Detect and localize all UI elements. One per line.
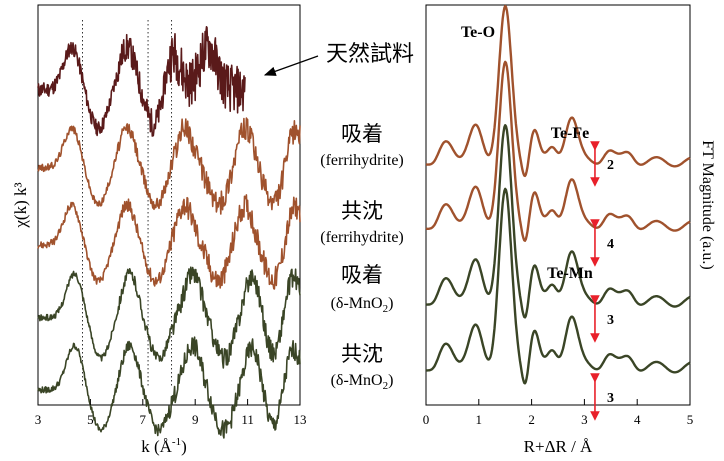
ft-x-tick-label: 3 bbox=[581, 412, 588, 427]
adsorbed-ferrihydrite-label: 吸着 bbox=[341, 122, 383, 146]
ft-plot-frame bbox=[425, 4, 691, 406]
ft-x-tick-label: 5 bbox=[687, 412, 694, 427]
sample-labels: 天然試料 吸着 (ferrihydrite) 共沈 (ferrihydrite)… bbox=[320, 42, 414, 392]
ft-series-line bbox=[425, 124, 691, 319]
exafs-x-axis-label: k (Å-1) bbox=[141, 436, 187, 456]
exafs-y-axis-label: χ(k) k³ bbox=[11, 182, 30, 228]
coordination-number-label: 4 bbox=[607, 237, 614, 252]
ft-series-line bbox=[425, 4, 691, 178]
ft-x-tick-label: 4 bbox=[634, 412, 641, 427]
exafs-curves bbox=[37, 26, 301, 439]
exafs-x-tick-label: 3 bbox=[35, 412, 42, 427]
exafs-x-tick-label: 5 bbox=[87, 412, 94, 427]
ft-series-line bbox=[425, 187, 691, 385]
ft-x-ticks: 0 1 2 3 4 5 bbox=[423, 399, 694, 427]
exafs-x-tick-label: 11 bbox=[241, 412, 254, 427]
coprecipitated-mno2-label: 共沈 bbox=[341, 342, 383, 366]
coordination-number-label: 3 bbox=[607, 391, 614, 406]
exafs-series-line bbox=[37, 336, 301, 439]
exafs-x-tick-label: 7 bbox=[140, 412, 147, 427]
exafs-panel: 3 5 7 9 11 13 k (Å-1) χ(k) k³ bbox=[11, 4, 319, 456]
ft-series-line bbox=[425, 60, 691, 242]
ft-peak-label-te-o: Te-O bbox=[461, 24, 495, 41]
coprecipitated-mno2-sub: (δ-MnO2) bbox=[331, 372, 394, 392]
coprecipitated-ferrihydrite-sub: (ferrihydrite) bbox=[320, 229, 404, 246]
exafs-series-line bbox=[37, 194, 301, 290]
ft-peak-label-te-fe: Te-Fe bbox=[551, 125, 590, 142]
ft-panel: 0 1 2 3 4 5 2 4 3 3 Te-O Te-Fe Te-Mn R+ΔR / Å FT… bbox=[423, 4, 716, 456]
adsorbed-ferrihydrite-sub: (ferrihydrite) bbox=[320, 152, 404, 169]
ft-peak-label-te-mn: Te-Mn bbox=[547, 265, 593, 282]
ft-x-tick-label: 1 bbox=[476, 412, 483, 427]
exafs-series-line bbox=[37, 26, 246, 137]
ft-curves bbox=[425, 4, 691, 385]
adsorbed-mno2-sub: (δ-MnO2) bbox=[331, 295, 394, 315]
natural-sample-arrow bbox=[263, 55, 319, 76]
exafs-series-line bbox=[37, 266, 301, 369]
exafs-plot-frame bbox=[37, 4, 301, 406]
exafs-x-tick-label: 13 bbox=[294, 412, 307, 427]
ft-x-axis-label: R+ΔR / Å bbox=[524, 437, 593, 456]
coprecipitated-ferrihydrite-label: 共沈 bbox=[341, 199, 383, 223]
ft-annotations: 2 4 3 3 bbox=[590, 141, 614, 421]
exafs-x-tick-label: 9 bbox=[192, 412, 199, 427]
natural-sample-label: 天然試料 bbox=[326, 42, 414, 67]
ft-y-axis-label: FT Magnitude (a.u.) bbox=[699, 140, 716, 269]
ft-x-tick-label: 0 bbox=[423, 412, 430, 427]
adsorbed-mno2-label: 吸着 bbox=[341, 263, 383, 287]
exafs-series-line bbox=[37, 117, 301, 215]
ft-x-tick-label: 2 bbox=[528, 412, 535, 427]
coordination-number-label: 3 bbox=[607, 313, 614, 328]
exafs-x-ticks: 3 5 7 9 11 13 bbox=[35, 399, 307, 427]
coordination-number-label: 2 bbox=[607, 158, 614, 173]
